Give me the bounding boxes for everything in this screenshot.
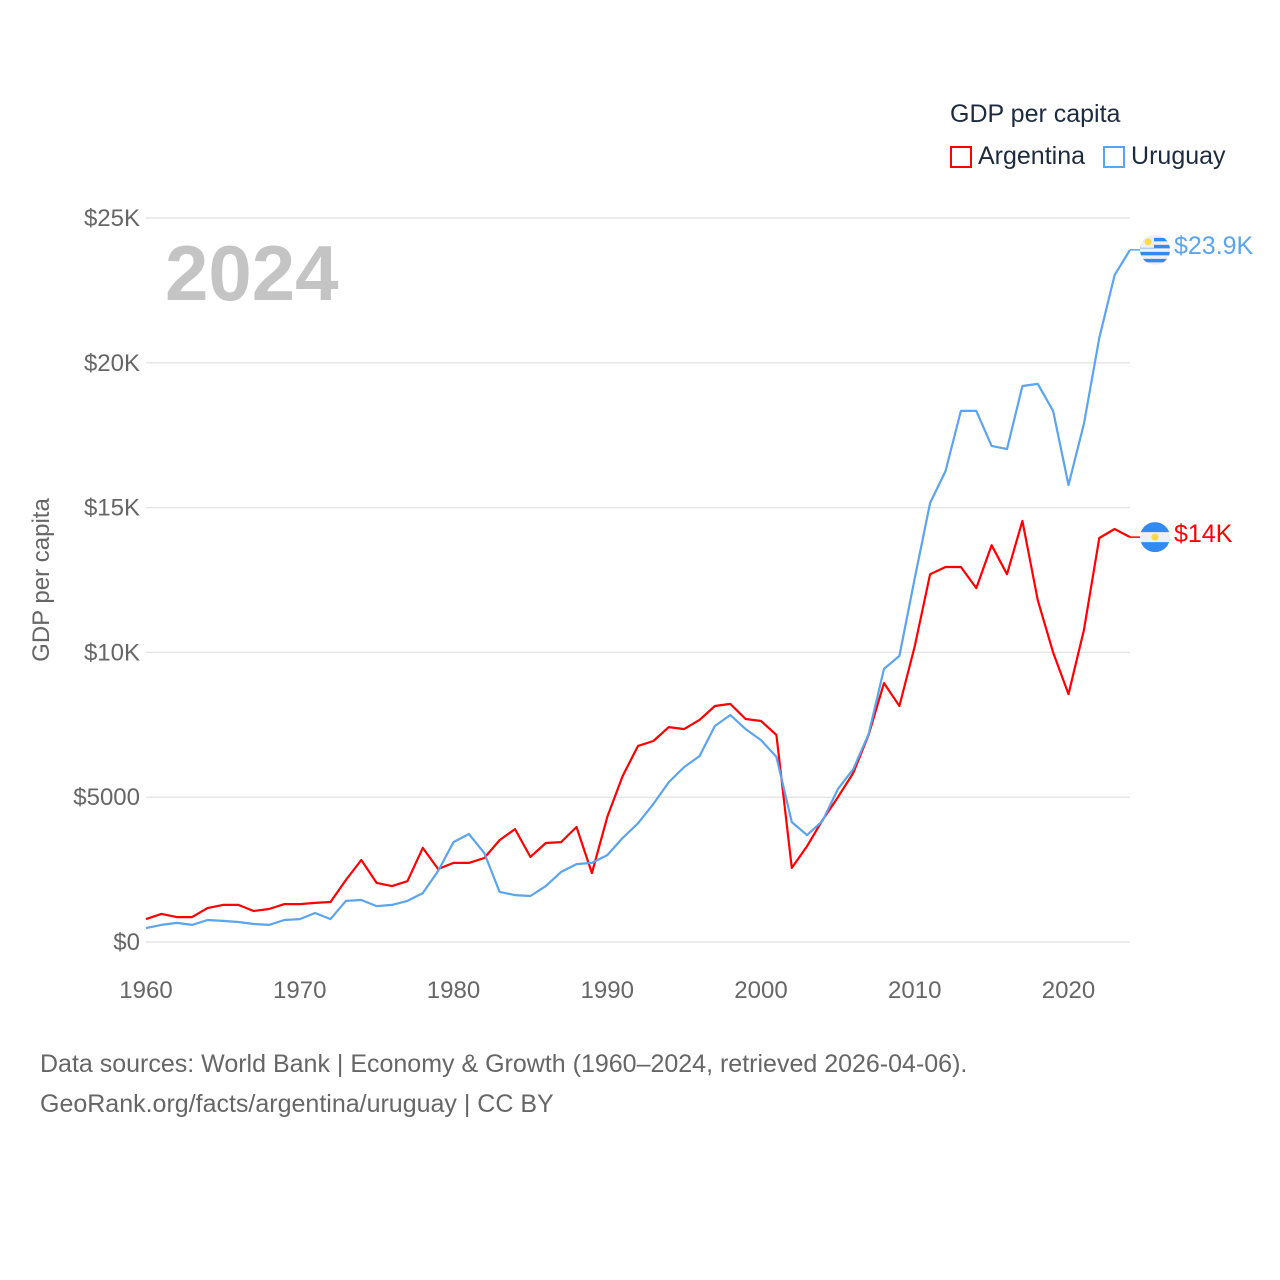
y-tick-label: $10K (84, 639, 140, 666)
legend-swatch-uruguay (1103, 145, 1126, 168)
x-tick-label: 1960 (119, 977, 172, 1004)
y-tick-label: $15K (84, 495, 140, 522)
x-tick-label: 2000 (734, 977, 787, 1004)
year-watermark: 2024 (165, 229, 339, 317)
uruguay-flag-icon (1140, 234, 1170, 265)
x-tick-label: 1970 (273, 977, 326, 1004)
footer-link[interactable]: GeoRank.org/facts/argentina/uruguay | CC… (40, 1090, 554, 1118)
footer-sources: Data sources: World Bank | Economy & Gro… (40, 1050, 968, 1078)
legend-label-uruguay: Uruguay (1131, 142, 1226, 170)
y-tick-label: $25K (84, 205, 140, 232)
argentina-flag-icon (1140, 522, 1170, 553)
y-tick-label: $5000 (73, 784, 140, 811)
legend-swatch-argentina (950, 145, 972, 168)
series-line-argentina (145, 519, 1131, 921)
y-tick-label: $0 (113, 929, 140, 956)
series-line-uruguay (145, 249, 1131, 930)
legend-title: GDP per capita (950, 100, 1121, 128)
end-label-uruguay: $23.9K (1174, 232, 1254, 260)
legend-item-uruguay[interactable]: Uruguay (1103, 142, 1226, 171)
end-label-argentina: $14K (1174, 520, 1233, 548)
footer: Data sources: World Bank | Economy & Gro… (40, 1044, 967, 1124)
x-tick-label: 1990 (581, 977, 634, 1004)
legend: Argentina Uruguay (950, 142, 1226, 171)
legend-item-argentina[interactable]: Argentina (950, 142, 1085, 171)
legend-label-argentina: Argentina (978, 142, 1086, 170)
y-tick-label: $20K (84, 350, 140, 377)
x-tick-label: 1980 (427, 977, 480, 1004)
x-tick-label: 2010 (888, 977, 941, 1004)
y-axis-label: GDP per capita (28, 498, 55, 662)
x-tick-label: 2020 (1042, 977, 1095, 1004)
